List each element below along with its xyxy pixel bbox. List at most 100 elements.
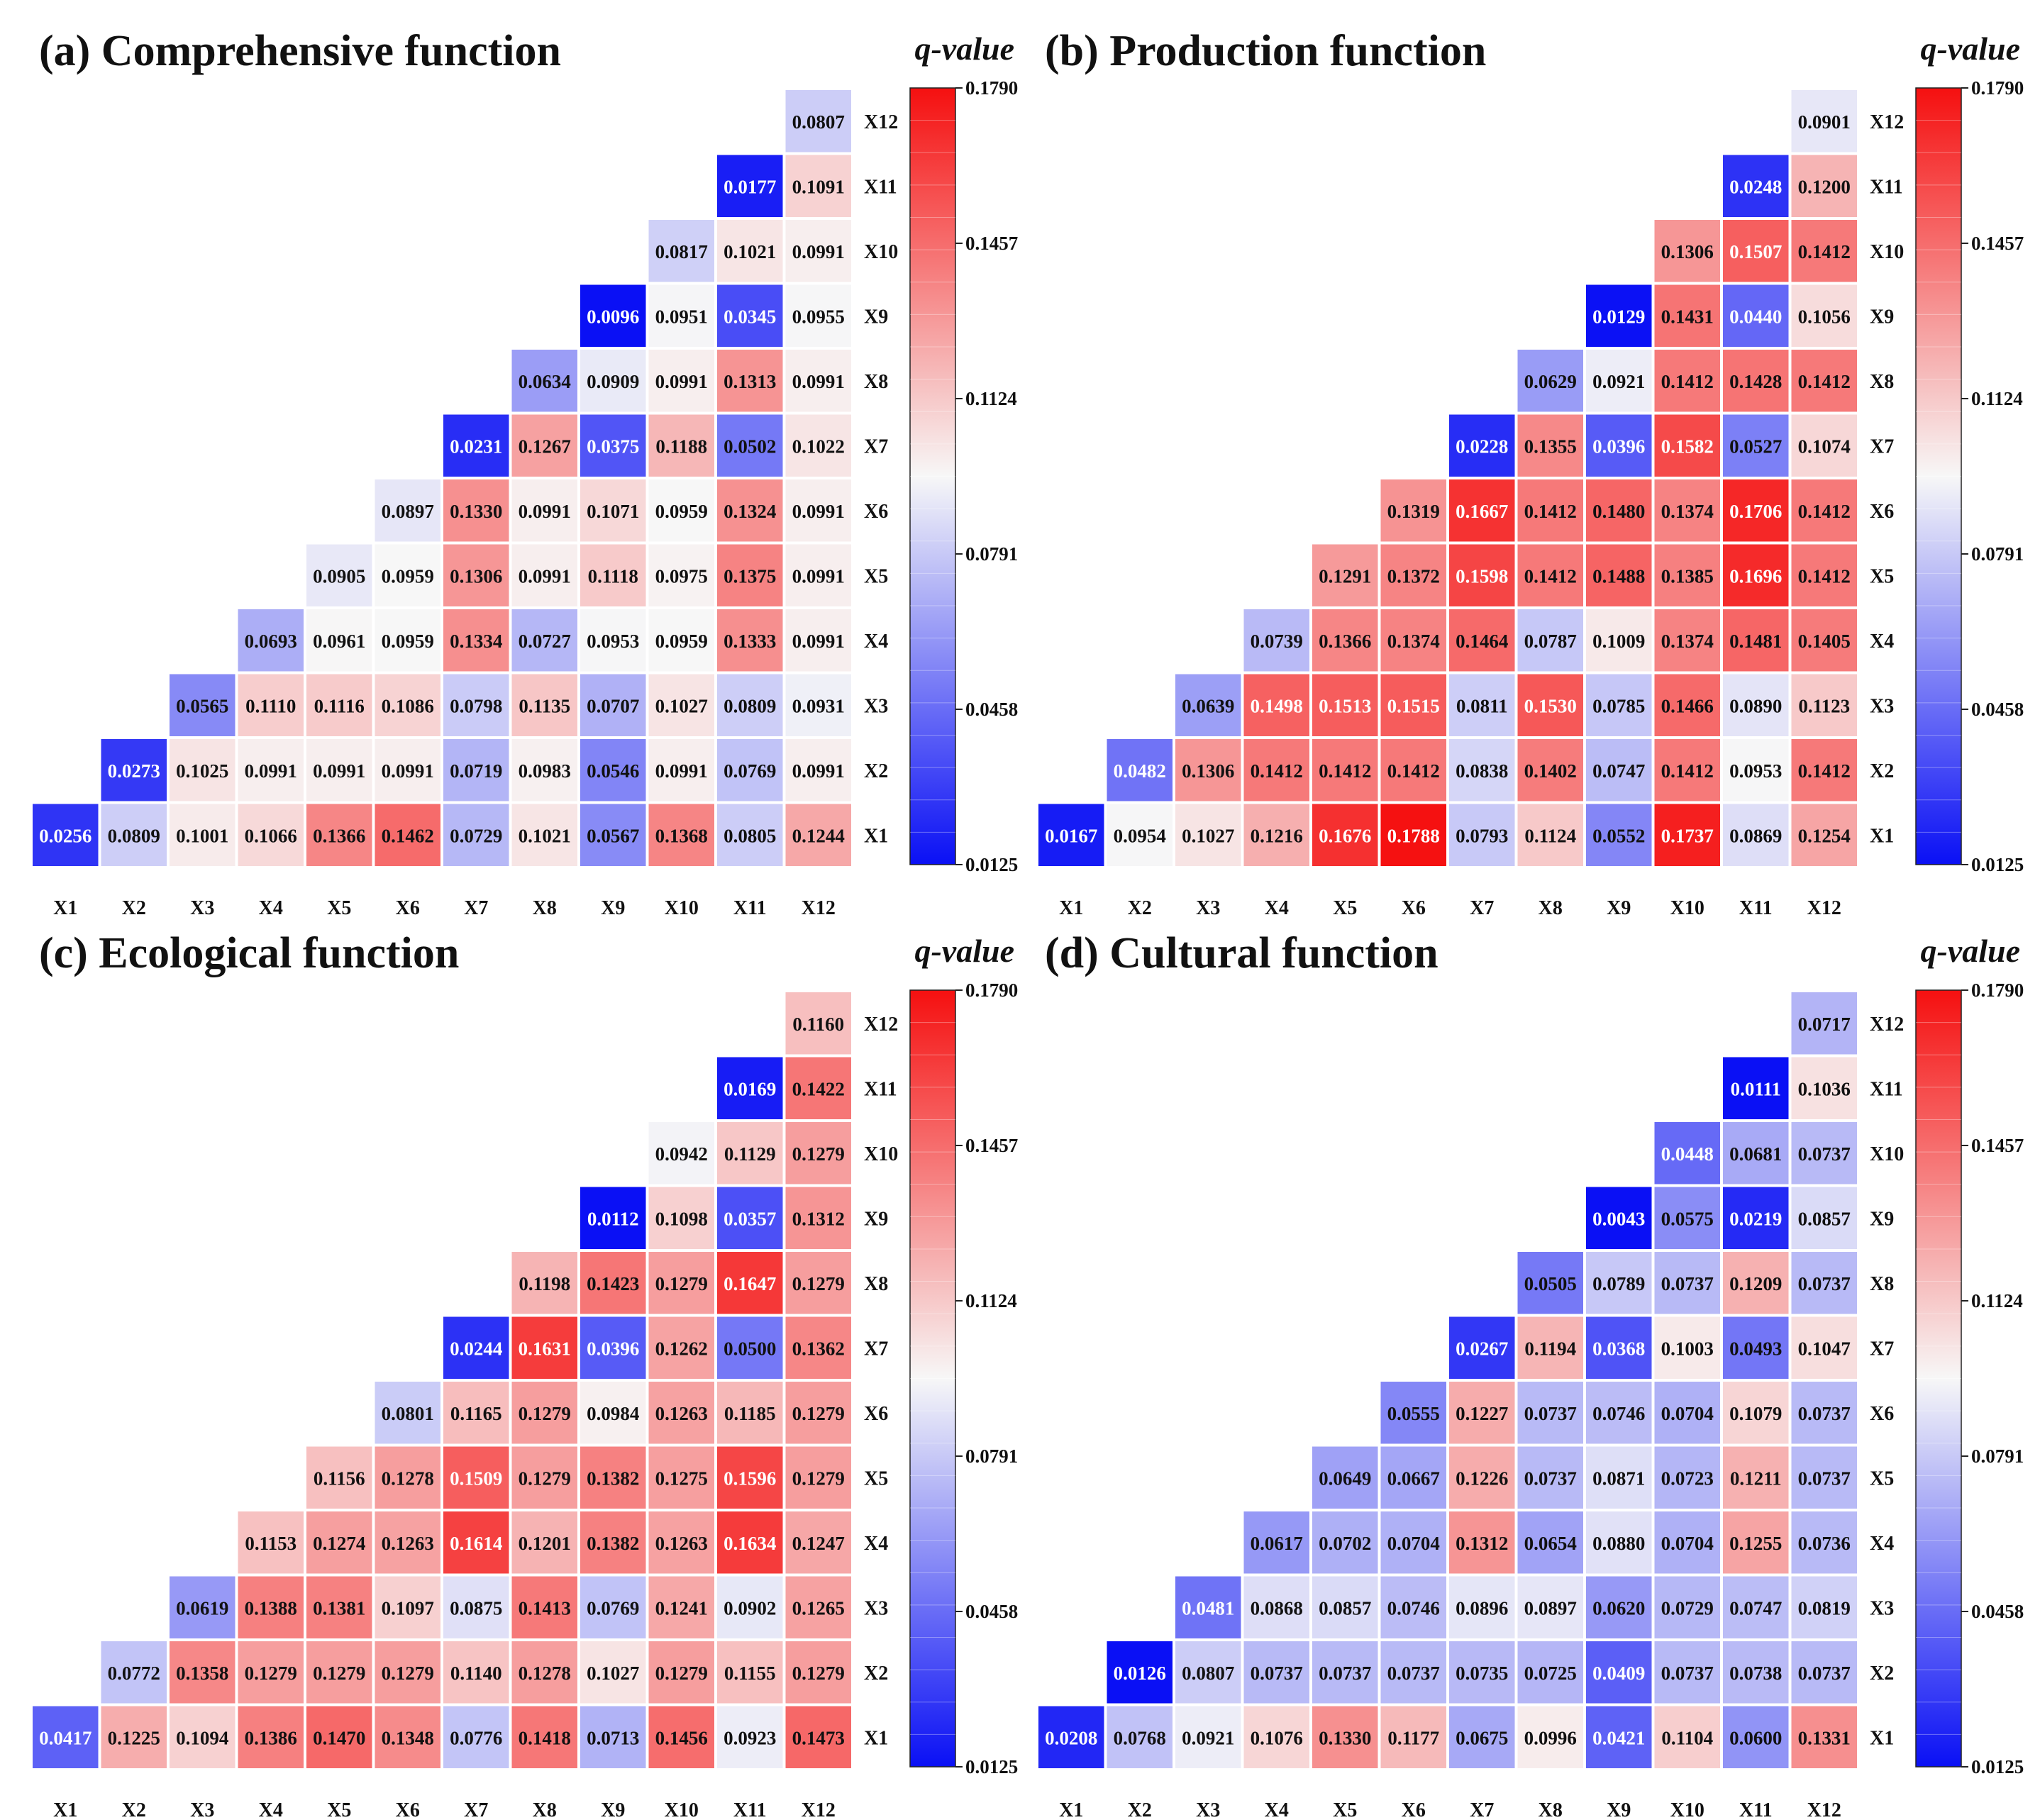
cell-value-label: 0.1582 <box>1661 435 1714 457</box>
y-tick-label: X8 <box>864 1273 888 1295</box>
cell-value-label: 0.1412 <box>1798 501 1851 522</box>
cell-value-label: 0.1226 <box>1456 1467 1508 1489</box>
heatmap-cell <box>1243 609 1309 672</box>
heatmap-cell <box>580 739 646 801</box>
cell-value-label: 0.0481 <box>1182 1597 1234 1619</box>
cell-value-label: 0.0991 <box>792 241 845 262</box>
heatmap-cell <box>1723 1122 1789 1184</box>
heatmap-cell <box>1654 674 1720 736</box>
heatmap-cell <box>1654 1706 1720 1768</box>
cell-value-label: 0.1021 <box>724 241 776 262</box>
cell-value-label: 0.1279 <box>792 1403 845 1424</box>
heatmap-cell <box>375 479 440 542</box>
heatmap-cell <box>1586 1316 1652 1379</box>
heatmap-cell <box>1312 739 1378 801</box>
heatmap-cell <box>443 544 509 606</box>
heatmap-cell <box>1791 1316 1857 1379</box>
heatmap-cell <box>1586 1576 1652 1638</box>
cell-value-label: 0.0600 <box>1729 1727 1782 1748</box>
cell-value-label: 0.0772 <box>108 1663 160 1684</box>
cell-value-label: 0.0738 <box>1729 1663 1782 1684</box>
cell-value-label: 0.1324 <box>724 501 776 522</box>
cell-value-label: 0.1209 <box>1729 1273 1782 1294</box>
x-tick-label: X12 <box>1807 1799 1841 1820</box>
cell-value-label: 0.0620 <box>1592 1597 1645 1619</box>
heatmap-cell <box>375 544 440 606</box>
cell-value-label: 0.0739 <box>1251 631 1303 652</box>
cell-value-label: 0.1278 <box>382 1467 434 1489</box>
heatmap-cell <box>1243 1706 1309 1768</box>
heatmap-cell <box>580 804 646 866</box>
heatmap-cell <box>1723 1641 1789 1704</box>
cell-value-label: 0.0112 <box>587 1208 639 1229</box>
heatmap-cell <box>717 1057 783 1119</box>
heatmap-cell <box>1654 1446 1720 1509</box>
x-tick-label: X11 <box>1739 897 1773 919</box>
heatmap-cell <box>1791 284 1857 347</box>
heatmap-cell <box>375 1511 440 1574</box>
heatmap-cell <box>511 739 577 801</box>
cell-value-label: 0.1515 <box>1387 695 1440 716</box>
x-tick-label: X5 <box>1333 897 1357 919</box>
heatmap-cell <box>1654 284 1720 347</box>
colorbar-tick-label: 0.1790 <box>1971 77 2024 99</box>
heatmap-cell <box>648 1641 714 1704</box>
heatmap-cell <box>33 1706 99 1768</box>
cell-value-label: 0.0975 <box>655 565 708 587</box>
heatmap-cell <box>1243 1511 1309 1574</box>
heatmap-cell <box>648 350 714 412</box>
cell-value-label: 0.1263 <box>382 1533 434 1554</box>
panel-title: (a) Comprehensive function <box>39 27 561 75</box>
x-tick-label: X2 <box>122 897 146 919</box>
heatmap-cell <box>717 155 783 217</box>
heatmap-cell <box>1380 1446 1446 1509</box>
heatmap-cell <box>1723 1187 1789 1249</box>
y-tick-label: X12 <box>1870 1014 1904 1036</box>
colorbar-label: q-value <box>914 30 1014 67</box>
heatmap-cell <box>1517 1446 1583 1509</box>
heatmap-cell <box>717 1187 783 1249</box>
x-tick-label: X9 <box>1607 897 1631 919</box>
heatmap-cell <box>33 804 99 866</box>
cell-value-label: 0.0737 <box>1387 1663 1440 1684</box>
heatmap-cell <box>648 1706 714 1768</box>
colorbar-tick-label: 0.1790 <box>1971 980 2024 1001</box>
heatmap-cell <box>1791 1446 1857 1509</box>
x-tick-label: X4 <box>259 897 283 919</box>
heatmap-cell <box>1791 739 1857 801</box>
cell-value-label: 0.0244 <box>450 1338 502 1359</box>
cell-value-label: 0.1255 <box>1729 1533 1782 1554</box>
heatmap-cell <box>101 1706 167 1768</box>
cell-value-label: 0.1331 <box>1798 1727 1851 1748</box>
cell-value-label: 0.1216 <box>1251 825 1303 846</box>
x-tick-label: X4 <box>1265 1799 1289 1820</box>
heatmap-cell <box>1723 479 1789 542</box>
heatmap-cell <box>785 1057 851 1119</box>
panel-3: (c) Ecological function q-value 0.1160 0.01… <box>33 929 1018 1820</box>
cell-value-label: 0.0991 <box>792 501 845 522</box>
heatmap-cell <box>717 739 783 801</box>
heatmap-cell <box>511 479 577 542</box>
y-tick-label: X1 <box>1870 825 1894 847</box>
cell-value-label: 0.1333 <box>724 631 776 652</box>
heatmap-cell <box>443 1446 509 1509</box>
heatmap-cell <box>1243 804 1309 866</box>
heatmap-cell <box>648 479 714 542</box>
x-tick-label: X4 <box>259 1799 283 1820</box>
heatmap-cell <box>785 739 851 801</box>
y-tick-label: X12 <box>1870 111 1904 133</box>
heatmap-cell <box>1723 1576 1789 1638</box>
cell-value-label: 0.0991 <box>519 565 571 587</box>
colorbar-tick-label: 0.1124 <box>965 1290 1017 1311</box>
heatmap-cell <box>101 1641 167 1704</box>
cell-value-label: 0.1412 <box>1387 760 1440 782</box>
cell-value-label: 0.0169 <box>724 1078 776 1099</box>
cell-value-label: 0.1076 <box>1251 1727 1303 1748</box>
cell-value-label: 0.0954 <box>1114 825 1166 846</box>
cell-value-label: 0.1464 <box>1456 631 1508 652</box>
heatmap-cell <box>717 1382 783 1444</box>
heatmap-cell <box>1380 804 1446 866</box>
cell-value-label: 0.1330 <box>1319 1727 1371 1748</box>
heatmap-cell <box>785 609 851 672</box>
heatmap-cell <box>511 674 577 736</box>
